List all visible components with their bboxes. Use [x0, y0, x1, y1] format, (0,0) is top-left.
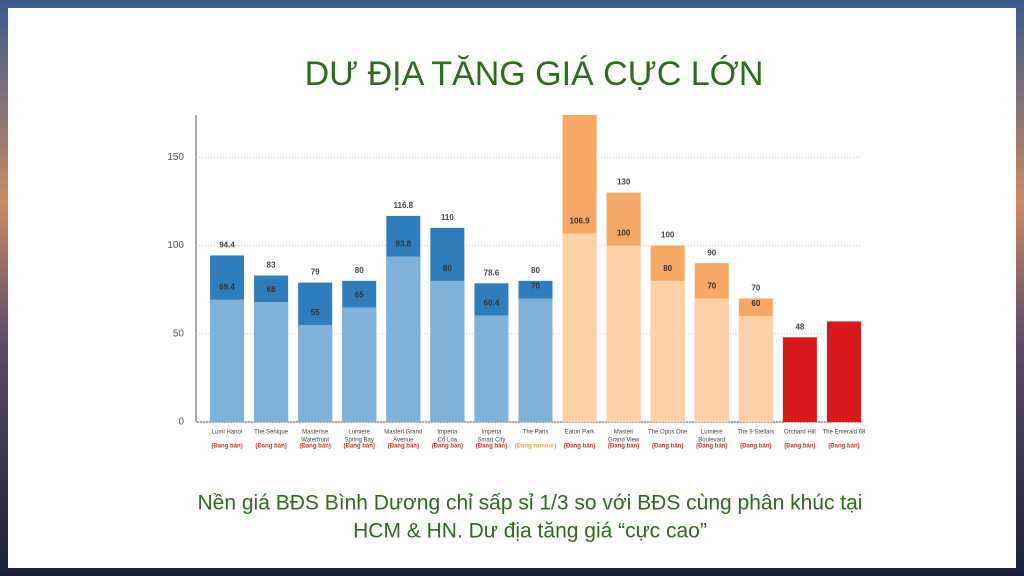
card [8, 8, 1016, 568]
bar [606, 245, 641, 422]
value-label: 65 [355, 290, 364, 299]
bar [562, 233, 597, 422]
y-tick-label: 50 [173, 328, 185, 339]
bar [386, 256, 421, 422]
value-label: 83 [267, 261, 276, 270]
status-label: (Đang bán) [299, 444, 330, 450]
status-label: (Đang bán) [255, 444, 286, 450]
x-tick-label: Imperia [437, 430, 458, 436]
x-tick-label: Masteri [614, 430, 634, 436]
value-label: 68 [267, 285, 276, 294]
status-label: (Đang bán) [432, 444, 463, 450]
bar [342, 307, 377, 422]
status-label: (Đang rumour) [515, 444, 557, 450]
x-tick-label: Smart City [477, 438, 505, 444]
value-label: 70 [707, 282, 716, 291]
value-label: 80 [443, 264, 452, 273]
bar [738, 316, 773, 422]
x-tick-label: Lumiere [348, 430, 370, 436]
x-tick-label: The Opus One [648, 430, 688, 436]
caption: HCM & HN. Dư địa tăng giá “cực cao” [353, 520, 707, 543]
value-label: 116.8 [394, 201, 414, 210]
value-label: 80 [663, 264, 672, 273]
status-label: (Đang bán) [388, 444, 419, 450]
value-label: 60 [751, 299, 760, 308]
x-tick-label: Masteri Grand [384, 430, 422, 436]
value-label: 78.6 [484, 268, 500, 277]
bar [694, 298, 729, 422]
bar [298, 324, 333, 422]
value-label: 70 [531, 282, 540, 291]
x-tick-label: Boulevard [698, 438, 725, 444]
x-tick-label: Orchard Hill [784, 430, 816, 436]
x-tick-label: Spring Bay [345, 438, 374, 444]
value-label: 93.8 [396, 240, 412, 249]
x-tick-label: The 9 Stellars [737, 430, 774, 436]
y-tick-label: 0 [178, 417, 184, 428]
chart-title: DƯ ĐỊA TĂNG GIÁ CỰC LỚN [305, 55, 764, 93]
x-tick-label: Lumi Hanoi [212, 430, 242, 436]
x-tick-label: The Senique [254, 430, 289, 436]
value-label: 55 [311, 308, 320, 317]
value-label: 79 [311, 268, 320, 277]
value-label: 60.4 [484, 299, 500, 308]
value-label: 69.4 [219, 283, 235, 292]
bar [474, 315, 509, 422]
x-tick-label: Waterfront [301, 438, 329, 444]
x-tick-label: The Emerald 68 [823, 430, 866, 436]
value-label: 100 [661, 231, 675, 240]
y-tick-label: 150 [167, 152, 184, 163]
x-tick-label: Cổ Loa [438, 437, 458, 444]
bar [518, 298, 553, 422]
bar [254, 302, 289, 422]
value-label: 94.4 [219, 241, 235, 250]
bar [430, 280, 465, 422]
status-label: (Đang bán) [652, 444, 683, 450]
value-label: 100 [617, 229, 631, 238]
status-label: (Đang bán) [828, 444, 859, 450]
x-tick-label: Imperia [481, 430, 502, 436]
value-label: 80 [531, 266, 540, 275]
x-tick-label: Eaton Park [565, 430, 596, 436]
status-label: (Đang bán) [696, 444, 727, 450]
status-label: (Đang bán) [211, 444, 242, 450]
x-tick-label: Avenue [393, 438, 414, 444]
value-label: 130 [617, 178, 631, 187]
x-tick-label: Lumiere [701, 430, 723, 436]
value-label: 110 [441, 213, 454, 222]
value-label: 70 [751, 284, 760, 293]
x-tick-label: Masterise [302, 430, 329, 436]
value-label: 106.9 [570, 216, 591, 225]
value-label: 48 [795, 322, 804, 331]
status-label: (Đang bán) [784, 444, 815, 450]
status-label: (Đang bán) [476, 444, 507, 450]
bar [826, 321, 861, 422]
bar [210, 299, 245, 422]
x-tick-label: The Paris [523, 430, 549, 436]
y-tick-label: 100 [167, 240, 184, 251]
bar [782, 337, 817, 422]
status-label: (Đang bán) [608, 444, 639, 450]
caption: Nền giá BĐS Bình Dương chỉ sấp sỉ 1/3 so… [198, 492, 863, 515]
status-label: (Đang bán) [564, 444, 595, 450]
status-label: (Đang bán) [740, 444, 771, 450]
value-label: 90 [707, 248, 716, 257]
x-tick-label: Grand View [608, 438, 640, 444]
status-label: (Đang bán) [344, 444, 375, 450]
bar [650, 280, 685, 422]
value-label: 80 [355, 266, 364, 275]
